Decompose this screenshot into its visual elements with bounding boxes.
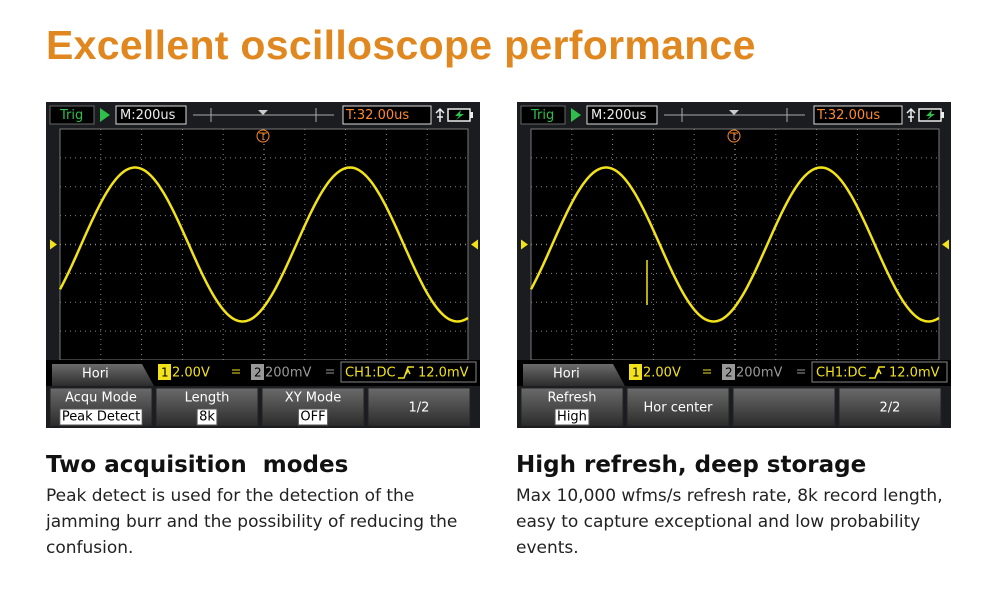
softkey-label: Acqu Mode xyxy=(65,391,137,406)
memory-bar xyxy=(664,108,805,122)
description: Max 10,000 wfms/s refresh rate, 8k recor… xyxy=(516,486,943,558)
battery-tip xyxy=(470,112,473,118)
usb-icon xyxy=(906,107,916,122)
softkey-value-box xyxy=(297,408,329,426)
dc-icon xyxy=(326,369,334,374)
waveform xyxy=(58,166,469,323)
oscilloscope-screen: Trig M:200us T:32.00us Hori 1 2.00V 2 200mV CH1:… xyxy=(517,102,951,428)
softkey-label: 1/2 xyxy=(409,401,430,416)
dc-icon xyxy=(797,369,805,374)
trig-box xyxy=(520,105,566,125)
ch1-scale: 2.00V xyxy=(172,366,210,381)
trig-box xyxy=(49,105,95,125)
memory-bar xyxy=(193,108,334,122)
heading: High refresh, deep storage xyxy=(516,452,867,478)
ch1-scale: 2.00V xyxy=(643,366,681,381)
channel-marker xyxy=(50,239,57,250)
timebase: M:200us xyxy=(120,108,176,123)
dc-icon xyxy=(232,369,240,374)
ch2-number: 2 xyxy=(725,366,733,380)
battery-bolt xyxy=(926,110,935,120)
softkey-value-box xyxy=(554,408,590,426)
trigger-time-box xyxy=(813,105,903,125)
ch1-number: 1 xyxy=(161,366,169,380)
description: Peak detect is used for the detection of… xyxy=(46,486,458,558)
channel-marker xyxy=(521,239,528,250)
trigger-marker xyxy=(256,129,270,143)
softkey-value-box xyxy=(59,408,143,426)
timebase: M:200us xyxy=(591,108,647,123)
waveform xyxy=(529,166,940,323)
ch2-badge xyxy=(251,364,264,380)
screen: Trig M:200us T:32.00us Hori 1 2.00V 2 200mV CH1:… xyxy=(46,102,480,433)
title: Excellent oscilloscope performance xyxy=(46,22,756,68)
ch1-badge xyxy=(629,364,642,380)
trigger-time-box xyxy=(342,105,432,125)
menu-tab xyxy=(523,364,625,386)
level-marker xyxy=(471,239,478,250)
coupling: CH1:DC xyxy=(816,366,867,381)
softkey-label: Hor center xyxy=(643,401,713,416)
softkey-value: 8k xyxy=(199,410,215,425)
oscilloscope-screen: Trig M:200us T:32.00us Hori 1 2.00V 2 200mV CH1:… xyxy=(46,102,480,428)
trigger-marker-t xyxy=(259,132,267,140)
softkey xyxy=(367,387,471,427)
level-marker xyxy=(942,239,949,250)
menu-tab xyxy=(52,364,154,386)
timebase-box xyxy=(586,105,658,125)
softkey xyxy=(732,387,836,427)
ch2-scale: 200mV xyxy=(265,366,311,381)
trig: Trig xyxy=(59,108,83,123)
edge-icon xyxy=(869,366,885,379)
battery-tip xyxy=(941,112,944,118)
ch2-scale: 200mV xyxy=(736,366,782,381)
menu-title: Hori xyxy=(82,367,109,382)
coupling: CH1:DC xyxy=(345,366,396,381)
softkey xyxy=(626,387,730,427)
ch1-number: 1 xyxy=(632,366,640,380)
battery-bolt xyxy=(455,110,464,120)
ch1-badge xyxy=(158,364,171,380)
softkey-label: 2/2 xyxy=(880,401,901,416)
trigger-level: 12.0mV xyxy=(418,366,469,381)
softkey-label: Length xyxy=(185,391,230,406)
softkey-value: Peak Detect xyxy=(62,410,140,425)
softkey xyxy=(838,387,942,427)
trigger-level: 12.0mV xyxy=(889,366,940,381)
run-icon xyxy=(571,108,581,122)
trigger-time: T:32.00us xyxy=(816,108,880,123)
softkey-label: XY Mode xyxy=(285,391,341,406)
trigger-time: T:32.00us xyxy=(345,108,409,123)
memory-pointer xyxy=(258,110,268,115)
edge-icon xyxy=(398,366,414,379)
heading: Two acquisition modes xyxy=(46,452,349,478)
softkey-label: Refresh xyxy=(547,391,596,406)
ch2-badge xyxy=(722,364,735,380)
timebase-box xyxy=(115,105,187,125)
run-icon xyxy=(100,108,110,122)
softkey-value: OFF xyxy=(300,410,325,425)
trigger-marker xyxy=(727,129,741,143)
dc-icon xyxy=(703,369,711,374)
trigger-marker-t xyxy=(730,132,738,140)
usb-icon xyxy=(435,107,445,122)
menu-title: Hori xyxy=(553,367,580,382)
memory-pointer xyxy=(729,110,739,115)
screen: Trig M:200us T:32.00us Hori 1 2.00V 2 200mV CH1:… xyxy=(517,102,951,433)
softkey-value: High xyxy=(557,410,587,425)
ch2-number: 2 xyxy=(254,366,262,380)
trig: Trig xyxy=(530,108,554,123)
softkey-value-box xyxy=(196,408,218,426)
